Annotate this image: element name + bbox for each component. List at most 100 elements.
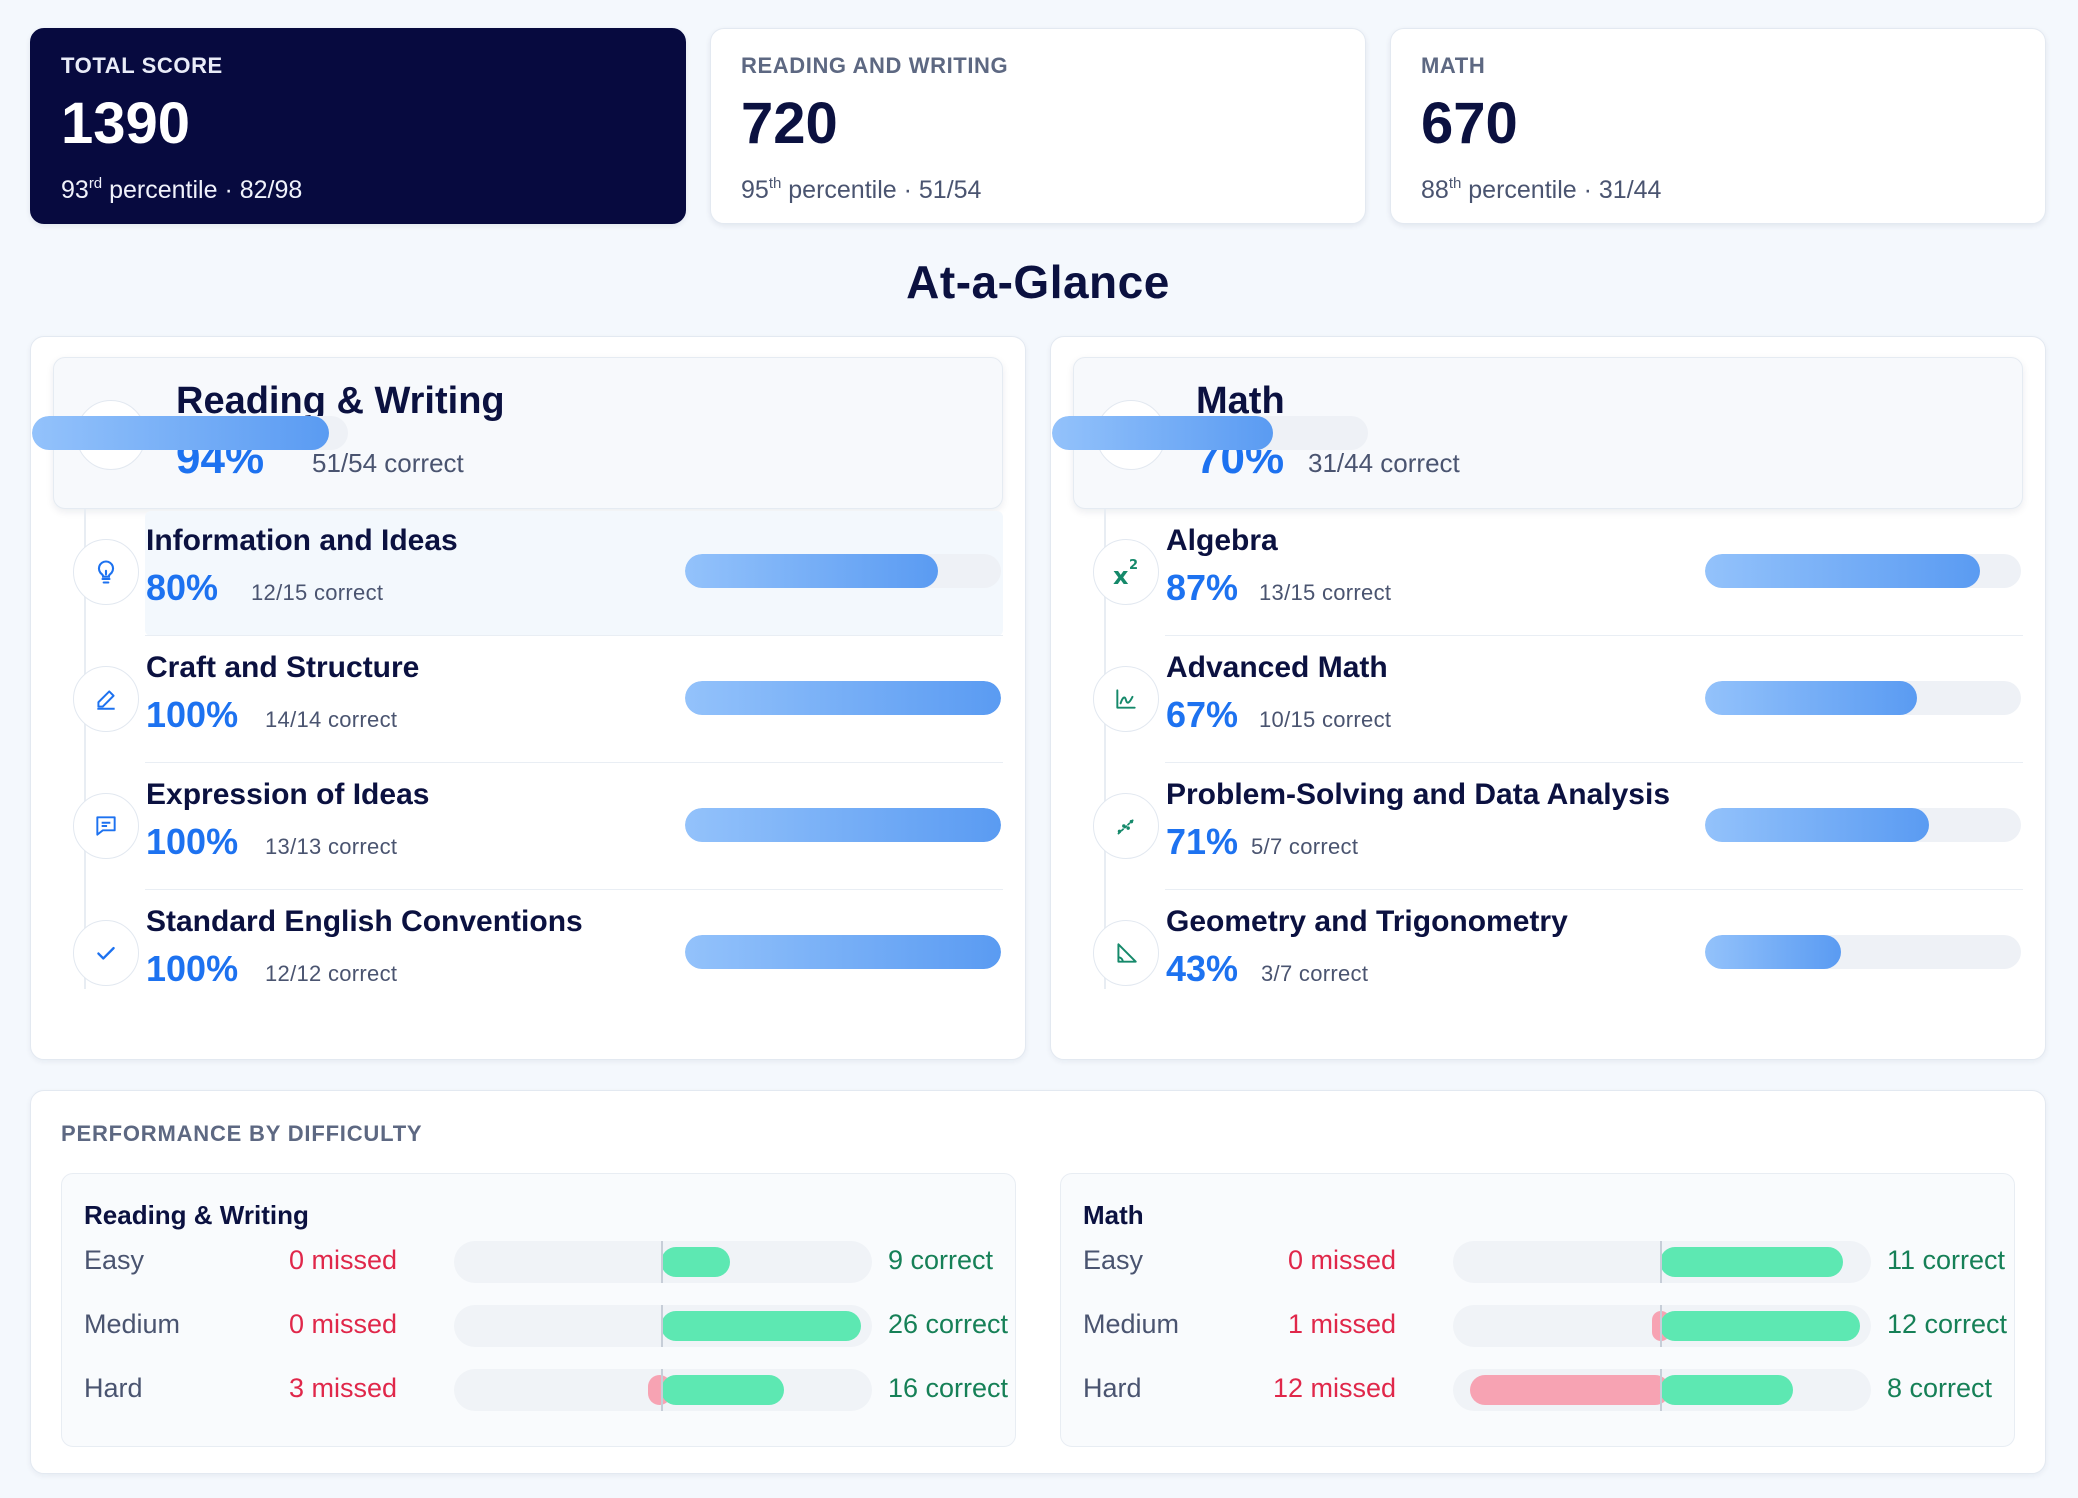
domain-progress-bar: [1705, 808, 2021, 842]
math-difficulty-title: Math: [1083, 1200, 1144, 1230]
domain-row[interactable]: Standard English Conventions 100% 12/12 …: [53, 890, 1003, 1017]
difficulty-bar: [1453, 1369, 1871, 1411]
domain-progress-bar: [1705, 681, 2021, 715]
domain-progress-bar: [685, 681, 1001, 715]
domain-row[interactable]: Geometry and Trigonometry 43% 3/7 correc…: [1073, 890, 2023, 1017]
domain-row[interactable]: Craft and Structure 100% 14/14 correct: [53, 636, 1003, 763]
timeline-connector: [1104, 509, 1106, 989]
domain-percent: 100%: [146, 694, 239, 735]
domain-percent: 100%: [146, 948, 239, 989]
rw-difficulty-title: Reading & Writing: [84, 1200, 309, 1230]
difficulty-row: Hard 12 missed 8 correct: [1083, 1359, 1992, 1423]
correct-count: 9 correct: [888, 1245, 994, 1275]
domain-row[interactable]: Information and Ideas 80% 12/15 correct: [53, 509, 1003, 636]
domain-progress-bar: [1705, 554, 2021, 588]
center-line: [661, 1369, 663, 1411]
domain-progress-fill: [685, 681, 1001, 715]
rw-difficulty-panel: Reading & Writing Easy 0 missed 9 correct M…: [61, 1173, 1016, 1447]
missed-count: 0 missed: [288, 1309, 397, 1339]
difficulty-level: Medium: [1083, 1309, 1180, 1339]
missed-count: 0 missed: [288, 1245, 397, 1275]
math-score-label: MATH: [1421, 53, 1486, 78]
domain-progress-fill: [1705, 808, 1930, 842]
ordinal-suffix: th: [1448, 175, 1462, 192]
correct-count: 12 correct: [1887, 1309, 2008, 1339]
correct-bar: [1660, 1311, 1860, 1341]
math-panel-count: 31/44 correct: [1308, 448, 1460, 478]
rw-progress-bar: [32, 416, 348, 450]
domain-count: 13/13 correct: [265, 834, 398, 859]
percentile-number: 95: [741, 176, 769, 204]
percentile-number: 88: [1421, 176, 1449, 204]
domain-progress-bar: [685, 935, 1001, 969]
difficulty-row: Hard 3 missed 16 correct: [84, 1359, 1008, 1423]
domain-count: 13/15 correct: [1259, 580, 1392, 605]
difficulty-row: Medium 1 missed 12 correct: [1083, 1295, 2007, 1359]
domain-row[interactable]: Advanced Math 67% 10/15 correct: [1073, 636, 2023, 763]
rw-score-value: 720: [741, 91, 838, 156]
domain-percent: 100%: [146, 821, 239, 862]
domain-row[interactable]: Problem-Solving and Data Analysis 71% 5/…: [1073, 763, 2023, 890]
total-score-card: TOTAL SCORE 1390 93rd percentile · 82/98: [30, 28, 686, 224]
domain-count: 10/15 correct: [1259, 707, 1392, 732]
missed-count: 0 missed: [1287, 1245, 1396, 1275]
domain-percent: 80%: [146, 567, 219, 608]
domain-progress-fill: [685, 808, 1001, 842]
missed-count: 12 missed: [1272, 1373, 1396, 1403]
correct-count: 11 correct: [1887, 1245, 2006, 1275]
math-score-card: MATH 670 88th percentile · 31/44: [1390, 28, 2046, 224]
math-score-percentile: 88th percentile · 31/44: [1421, 175, 2015, 205]
domain-title: Information and Ideas: [146, 524, 458, 557]
domain-count: 5/7 correct: [1251, 834, 1359, 859]
domain-count: 14/14 correct: [265, 707, 398, 732]
rw-score-percentile: 95th percentile · 51/54: [741, 175, 1335, 205]
domain-percent: 87%: [1166, 567, 1239, 608]
correct-bar: [1660, 1247, 1844, 1277]
domain-title: Geometry and Trigonometry: [1166, 905, 1568, 938]
timeline-connector: [84, 509, 86, 989]
difficulty-level: Medium: [84, 1309, 181, 1339]
message-icon: [73, 793, 139, 859]
score-summary: TOTAL SCORE 1390 93rd percentile · 82/98…: [30, 28, 2046, 224]
difficulty-level: Easy: [1083, 1245, 1144, 1275]
difficulty-level: Hard: [84, 1373, 143, 1403]
domain-title: Problem-Solving and Data Analysis: [1166, 778, 1671, 811]
rw-panel-title: Reading & Writing: [176, 380, 505, 422]
difficulty-bar: [454, 1305, 872, 1347]
reading-writing-score-card: READING AND WRITING 720 95th percentile …: [710, 28, 1366, 224]
difficulty-level: Hard: [1083, 1373, 1142, 1403]
correct-bar: [1660, 1375, 1794, 1405]
check-icon: [73, 920, 139, 986]
domain-progress-bar: [685, 554, 1001, 588]
math-progress-bar: [1052, 416, 1368, 450]
total-score-percentile: 93rd percentile · 82/98: [61, 175, 655, 205]
domain-row[interactable]: Expression of Ideas 100% 13/13 correct: [53, 763, 1003, 890]
lightbulb-icon: [73, 539, 139, 605]
difficulty-bar: [1453, 1241, 1871, 1283]
math-panel-header: Math 70% 31/44 correct: [1052, 357, 2023, 509]
math-difficulty-panel: Math Easy 0 missed 11 correct Medium 1 misse…: [1060, 1173, 2015, 1447]
difficulty-bar: [454, 1369, 872, 1411]
triangle-ruler-icon: [1093, 920, 1159, 986]
domain-progress-fill: [1705, 935, 1841, 969]
domain-progress-fill: [1705, 554, 1980, 588]
math-score-value: 670: [1421, 91, 1518, 156]
percentile-detail: percentile · 82/98: [102, 176, 303, 204]
difficulty-row: Easy 0 missed 11 correct: [1083, 1231, 2005, 1295]
percentile-detail: percentile · 51/54: [781, 176, 982, 204]
domain-percent: 43%: [1166, 948, 1239, 989]
difficulty-bar: [1453, 1305, 1871, 1347]
rw-score-label: READING AND WRITING: [741, 53, 1009, 78]
scatter-icon: [1093, 793, 1159, 859]
svg-text:x: x: [1113, 562, 1129, 590]
rw-domain-list: Information and Ideas 80% 12/15 correct …: [53, 509, 1003, 1017]
correct-bar: [661, 1311, 861, 1341]
rw-panel: Reading & Writing 94% 51/54 correct Info…: [30, 336, 1026, 1060]
rw-panel-header: Reading & Writing 94% 51/54 correct: [32, 357, 1003, 509]
center-line: [661, 1305, 663, 1347]
difficulty-panels: Reading & Writing Easy 0 missed 9 correct M…: [61, 1173, 2015, 1447]
domain-title: Standard English Conventions: [146, 905, 583, 938]
